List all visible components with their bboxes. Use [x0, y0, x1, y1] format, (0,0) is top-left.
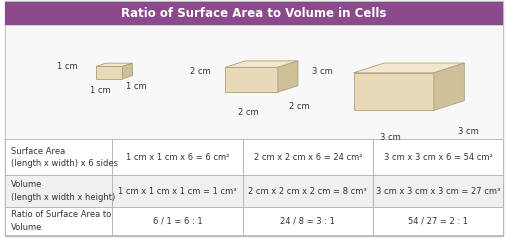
Text: 54 / 27 = 2 : 1: 54 / 27 = 2 : 1 [408, 217, 468, 225]
Text: 3 cm x 3 cm x 6 = 54 cm²: 3 cm x 3 cm x 6 = 54 cm² [384, 153, 492, 162]
Text: 3 cm: 3 cm [458, 127, 479, 136]
Polygon shape [225, 67, 278, 92]
Text: 2 cm: 2 cm [190, 67, 211, 76]
Text: 3 cm: 3 cm [312, 67, 333, 76]
Text: Volume
(length x width x height): Volume (length x width x height) [11, 180, 115, 202]
Text: 2 cm x 2 cm x 6 = 24 cm²: 2 cm x 2 cm x 6 = 24 cm² [253, 153, 362, 162]
Bar [373, 139, 503, 175]
Text: 1 cm x 1 cm x 1 cm = 1 cm³: 1 cm x 1 cm x 1 cm = 1 cm³ [118, 187, 237, 196]
Polygon shape [225, 61, 298, 67]
Polygon shape [122, 63, 133, 79]
Text: 2 cm x 2 cm x 2 cm = 8 cm³: 2 cm x 2 cm x 2 cm = 8 cm³ [248, 187, 367, 196]
Bar [242, 175, 373, 207]
Polygon shape [278, 61, 298, 92]
Bar [5, 139, 112, 175]
Text: 2 cm: 2 cm [238, 108, 258, 117]
Bar [112, 207, 242, 235]
Text: 6 / 1 = 6 : 1: 6 / 1 = 6 : 1 [152, 217, 202, 225]
Bar [5, 175, 112, 207]
Polygon shape [434, 63, 464, 110]
Text: 3 cm: 3 cm [380, 133, 400, 142]
Polygon shape [354, 73, 434, 110]
Polygon shape [354, 63, 464, 73]
Text: 2 cm: 2 cm [289, 102, 309, 111]
Polygon shape [96, 63, 133, 66]
Text: 24 / 8 = 3 : 1: 24 / 8 = 3 : 1 [280, 217, 335, 225]
Bar [242, 139, 373, 175]
Bar [112, 139, 242, 175]
Text: 1 cm: 1 cm [90, 86, 110, 95]
Bar [5, 207, 112, 235]
Bar [5, 25, 503, 139]
Bar [112, 175, 242, 207]
Text: 1 cm x 1 cm x 6 = 6 cm²: 1 cm x 1 cm x 6 = 6 cm² [125, 153, 229, 162]
Polygon shape [96, 66, 122, 79]
Text: 1 cm: 1 cm [57, 62, 78, 71]
Bar [373, 175, 503, 207]
Text: 1 cm: 1 cm [126, 82, 147, 91]
Text: Ratio of Surface Area to Volume in Cells: Ratio of Surface Area to Volume in Cells [121, 7, 387, 20]
Text: 3 cm x 3 cm x 3 cm = 27 cm³: 3 cm x 3 cm x 3 cm = 27 cm³ [376, 187, 500, 196]
Bar [5, 2, 503, 25]
Text: Ratio of Surface Area to
Volume: Ratio of Surface Area to Volume [11, 210, 111, 232]
Text: Surface Area
(length x width) x 6 sides: Surface Area (length x width) x 6 sides [11, 147, 118, 168]
Bar [242, 207, 373, 235]
Bar [373, 207, 503, 235]
